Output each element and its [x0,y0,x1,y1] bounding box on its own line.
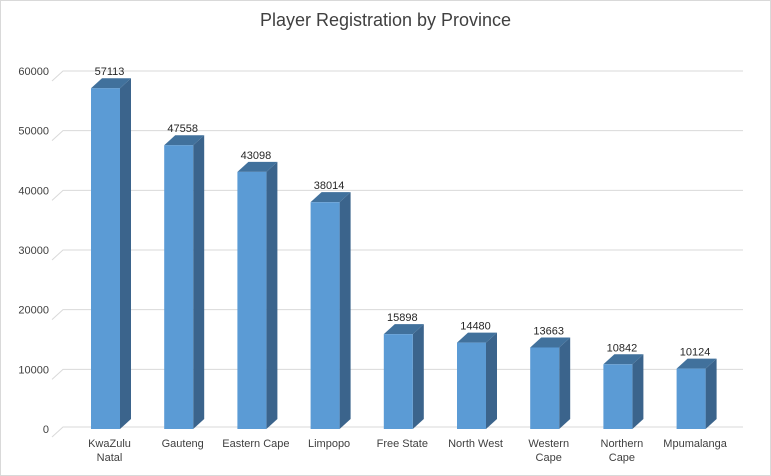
bar-front [603,364,633,429]
bar-side [412,324,424,429]
bar-front [91,88,120,429]
bar [530,337,571,429]
gridline [51,70,743,82]
bar-side [193,135,205,429]
data-label: 15898 [387,312,418,324]
category-label-line: Cape [536,452,562,464]
data-label: 43098 [241,150,272,162]
bar-top [91,78,131,89]
bar-side [339,192,351,429]
category-label-line: Free State [377,438,428,450]
bar-front [164,145,194,429]
y-tick-label: 30000 [18,245,49,257]
y-axis-ticks: 0 10000 20000 30000 40000 50000 60000 [18,66,49,436]
bars [91,78,717,429]
bar-front [457,342,486,429]
category-label-line: KwaZulu [88,438,131,450]
category-label-line: Mpumalanga [663,438,727,450]
bar-front [383,334,413,429]
bar-top [383,324,424,335]
category-label-line: Cape [609,452,635,464]
data-label: 13663 [533,325,564,337]
bar-top [603,354,644,365]
data-label: 10124 [680,347,711,359]
y-tick-label: 10000 [18,364,49,376]
data-label: 38014 [314,180,345,192]
gridline [51,189,743,201]
bar-side [632,354,644,429]
bar-side [705,358,717,429]
data-labels: 57113 47558 43098 38014 15898 14480 13663 10842… [95,66,711,358]
bar [164,135,205,429]
category-label: Free State [377,438,428,450]
gridline [51,309,743,321]
category-label: Gauteng [162,438,204,450]
bar-top [530,337,571,348]
bar-top [310,192,351,203]
y-tick-label: 20000 [18,305,49,317]
x-axis-categories: KwaZulu Natal Gauteng Eastern Cape Limpopo Fr… [88,438,728,464]
bar-side [120,78,131,429]
floor-line [51,426,743,438]
bar [310,192,351,429]
chart-title: Player Registration by Province [259,10,512,30]
category-label-line: Gauteng [162,438,204,450]
category-label-line: Northern [601,438,644,450]
y-tick-label: 50000 [18,126,49,138]
bar [237,161,278,429]
bar-top [164,135,205,146]
data-label: 14480 [460,321,491,333]
bar-top [457,332,497,343]
bar-front [310,202,340,429]
category-label-line: Limpopo [308,438,350,450]
bar-side [486,332,497,429]
data-label: 57113 [95,66,125,78]
category-label-line: Eastern Cape [222,438,289,450]
gridline [51,368,743,380]
category-label: Mpumalanga [663,438,727,450]
gridline [51,249,743,261]
bar-side [559,337,571,429]
data-label: 47558 [167,123,198,135]
category-label-line: North West [448,438,503,450]
gridline [51,130,743,142]
bar-top [676,358,717,369]
category-label: KwaZulu Natal [88,438,131,464]
bar-top [237,161,278,172]
category-label-line: Natal [97,452,123,464]
bar-side [266,161,278,429]
bar [91,78,131,429]
grid-lines [51,70,743,438]
category-label: Northern Cape [601,438,644,464]
data-label: 10842 [607,342,638,354]
category-label: Western Cape [528,438,569,464]
category-label: North West [448,438,503,450]
bar [457,332,497,429]
y-tick-label: 60000 [18,66,49,78]
category-label-line: Western [528,438,569,450]
category-label: Limpopo [308,438,350,450]
bar [383,324,424,429]
y-tick-label: 40000 [18,185,49,197]
category-label: Eastern Cape [222,438,289,450]
bar [676,358,717,429]
bar-front [676,368,706,429]
bar [603,354,644,429]
bar-front [530,347,560,429]
bar-front [237,171,267,429]
y-tick-label: 0 [43,424,49,436]
